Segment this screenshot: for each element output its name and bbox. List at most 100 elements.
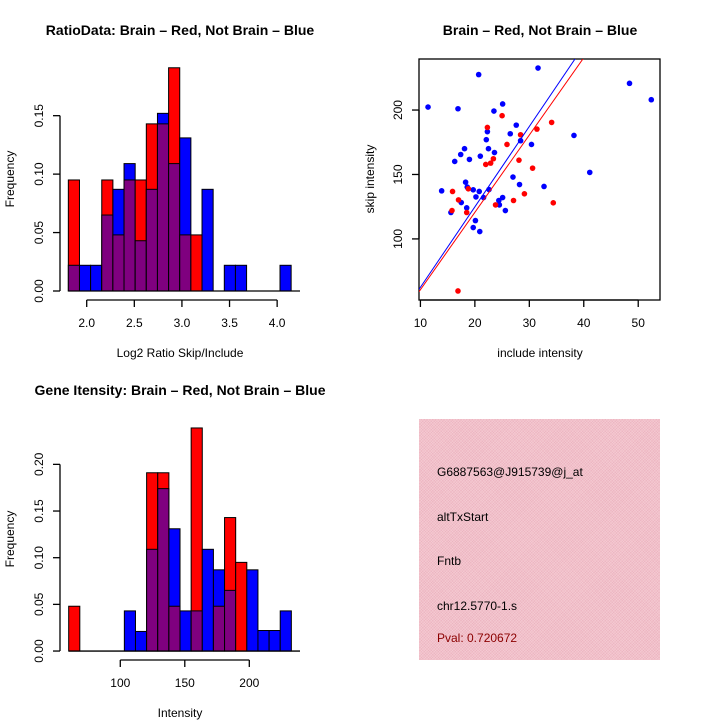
intensity-histogram-bar-overlap [168,605,181,652]
scatter-x-tick-label: 30 [523,316,537,330]
scatter-point-not-brain [513,122,520,128]
scatter-point-not-brain [648,96,655,103]
scatter-point-brain [534,126,540,132]
scatter-point-brain [490,155,497,162]
ratio-histogram-bar-overlap [156,123,170,292]
scatter-point-brain [517,131,524,138]
intensity-histogram-y-tick-label: 0.05 [32,592,46,616]
scatter-y-tick-label: 100 [391,229,405,249]
intensity-histogram-bar-not-brain [179,610,192,652]
ratio-histogram-bar-not-brain [223,264,236,292]
scatter-point-brain [487,160,494,166]
scatter-point-not-brain [451,158,458,165]
intensity-histogram-bar-not-brain [201,548,214,652]
scatter-point-not-brain [528,141,535,148]
scatter-point-not-brain [463,205,470,211]
ratio-histogram-bar-not-brain [279,264,292,292]
info-panel: G6887563@J915739@j_at altTxStart Fntb ch… [419,419,660,660]
ratio-histogram-bar-overlap [112,234,125,292]
scatter-point-brain [548,119,555,126]
scatter-ylabel: skip intensity [363,144,377,214]
scatter-point-not-brain [483,136,490,143]
ratio-histogram-ylabel: Frequency [3,150,17,208]
intensity-histogram-x-tick-label: 200 [239,676,259,690]
scatter-point-brain [463,209,470,216]
intensity-histogram-bar-not-brain [268,630,281,652]
intensity-histogram-bar-not-brain [257,630,270,652]
scatter-point-not-brain [535,65,541,71]
intensity-histogram-bar-not-brain [123,610,136,652]
scatter-point-not-brain [626,80,633,87]
scatter-point-not-brain [455,105,461,112]
scatter-point-not-brain [507,130,514,137]
scatter-point-not-brain [484,128,491,135]
scatter-point-brain [550,200,557,206]
intensity-histogram-bar-overlap [157,488,170,652]
scatter-title: Brain – Red, Not Brain – Blue [442,22,638,38]
scatter-point-brain [484,124,491,131]
scatter-point-not-brain [477,153,484,159]
intensity-histogram-ylabel: Frequency [3,510,17,568]
intensity-histogram-xlabel: Intensity [157,706,203,720]
scatter-point-not-brain [470,224,477,231]
intensity-histogram-y-tick-label: 0.10 [32,546,46,570]
ratio-histogram-x-tick-label: 2.0 [78,316,95,330]
scatter-point-not-brain [510,174,516,180]
scatter-y-tick-label: 200 [391,100,405,120]
scatter-point-brain [510,197,517,204]
ratio-histogram-bar-overlap [67,264,80,292]
ratio-histogram-title: RatioData: Brain – Red, Not Brain – Blue [45,22,315,38]
intensity-histogram-bar-overlap [146,548,159,652]
scatter-point-not-brain [491,108,497,114]
scatter-plot-box [418,58,661,301]
scatter-point-not-brain [457,151,464,158]
scatter-point-brain [504,141,510,148]
pval: Pval: 0.720672 [437,631,518,645]
scatter-point-not-brain [461,145,468,152]
ratio-histogram-x-tick-label: 3.0 [174,316,191,330]
scatter-point-not-brain [476,228,483,235]
scatter-fit-line-brain [419,59,584,292]
scatter-point-not-brain [571,132,577,139]
scatter-point-not-brain [475,71,482,78]
ratio-histogram-bar-overlap [168,163,181,292]
ratio-histogram-x-tick-label: 4.0 [269,316,286,330]
event-type: altTxStart [437,510,489,524]
scatter-x-tick-label: 20 [468,316,482,330]
scatter-point-not-brain [476,188,483,195]
scatter-point-brain [529,165,536,171]
gene-name: Fntb [437,554,462,568]
intensity-histogram-bar-not-brain [279,610,292,652]
ratio-histogram-bar-overlap [179,234,192,292]
scatter-point-brain [455,197,462,203]
scatter-point-not-brain [466,156,473,163]
scatter-point-not-brain [496,197,502,204]
intensity-histogram-bar-overlap [224,589,237,652]
ratio-histogram-bar-brain [190,234,203,292]
ratio-histogram-x-tick-label: 3.5 [221,316,238,330]
scatter-point-brain [521,191,528,197]
ratio-histogram-y-tick-label: 0.10 [32,162,46,186]
ratio-histogram-bar-not-brain [201,188,214,292]
intensity-histogram-bar-not-brain [134,630,148,652]
scatter-fit-line-not-brain [419,59,576,290]
scatter-point-brain [499,112,505,119]
scatter-point-not-brain [473,194,479,200]
ratio-histogram-y-tick-label: 0.15 [32,104,46,128]
location: chr12.5770-1.s [437,599,518,613]
scatter-point-not-brain [472,217,479,224]
scatter-point-brain [449,207,455,214]
intensity-histogram-bar-brain [235,561,248,652]
scatter-point-not-brain [470,187,477,193]
scatter-x-tick-label: 10 [414,316,428,330]
intensity-histogram-bar-overlap [212,605,226,652]
ratio-histogram-bar-overlap [134,240,147,292]
scatter-point-brain [449,188,456,195]
scatter-y-tick-label: 150 [391,164,405,184]
scatter-point-brain [492,202,499,208]
scatter-point-not-brain [499,194,506,201]
scatter-point-brain [482,161,489,168]
scatter-point-not-brain [502,207,509,214]
